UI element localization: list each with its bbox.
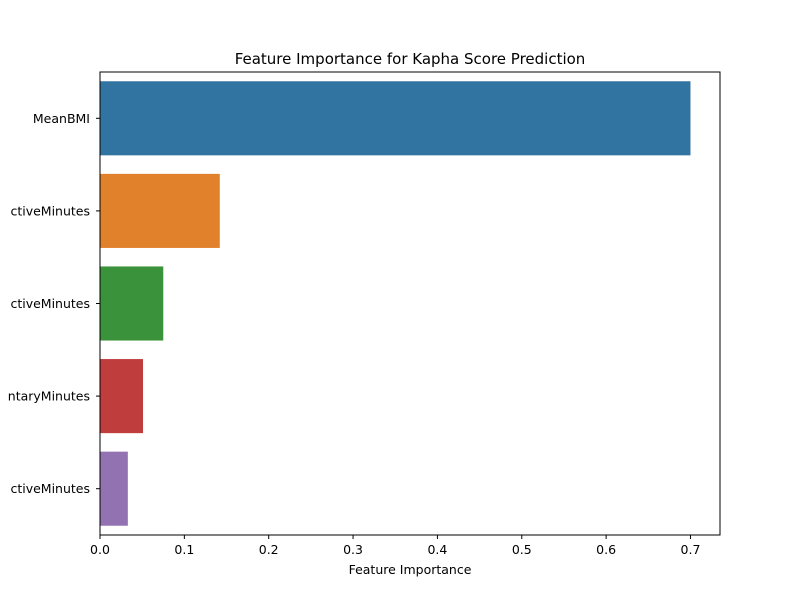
x-axis-ticks: 0.0 0.1 0.2 0.3 0.4 0.5 0.6 0.7 <box>90 535 700 557</box>
y-tick-label: ctiveMinutes <box>10 481 90 496</box>
y-tick-label: ctiveMinutes <box>10 296 90 311</box>
x-tick-label: 0.6 <box>596 542 616 557</box>
y-axis-ticks: MeanBMI ctiveMinutes ctiveMinutes ntaryMinu… <box>8 111 100 496</box>
bar-3 <box>100 359 144 434</box>
bar-0 <box>100 81 691 156</box>
bars-group <box>100 81 691 526</box>
bar-1 <box>100 173 220 248</box>
x-axis-label: Feature Importance <box>349 562 472 577</box>
x-tick-label: 0.7 <box>681 542 701 557</box>
bar-4 <box>100 451 128 526</box>
bar-2 <box>100 266 164 341</box>
y-tick-label: ctiveMinutes <box>10 203 90 218</box>
chart-title: Feature Importance for Kapha Score Predi… <box>235 50 586 68</box>
x-tick-label: 0.0 <box>90 542 110 557</box>
x-tick-label: 0.3 <box>343 542 363 557</box>
x-tick-label: 0.5 <box>512 542 532 557</box>
y-tick-label: MeanBMI <box>33 111 90 126</box>
x-tick-label: 0.1 <box>174 542 194 557</box>
y-tick-label: ntaryMinutes <box>8 389 90 404</box>
x-tick-label: 0.4 <box>427 542 447 557</box>
x-tick-label: 0.2 <box>259 542 279 557</box>
